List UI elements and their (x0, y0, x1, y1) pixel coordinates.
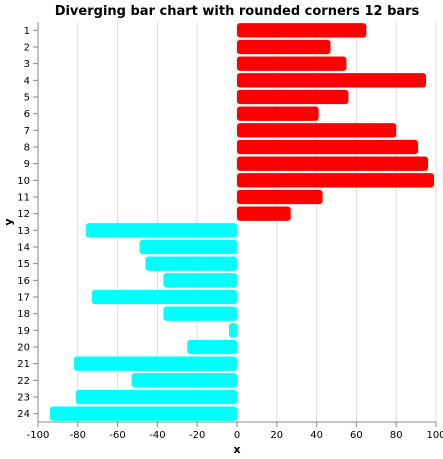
bar (131, 373, 237, 388)
y-tick-label: 4 (24, 76, 30, 87)
bar (145, 256, 237, 271)
y-tick-label: 2 (24, 43, 30, 54)
y-tick-label: 14 (17, 243, 30, 254)
bar (237, 89, 349, 105)
y-tick-label: 9 (24, 159, 30, 170)
bar-layer (49, 23, 435, 421)
bar (237, 23, 367, 38)
y-tick-label: 17 (17, 293, 30, 304)
bar (237, 106, 319, 121)
y-tick-label: 21 (17, 359, 30, 370)
bar (75, 389, 237, 405)
y-tick-label: 18 (17, 309, 30, 320)
y-tick-label: 1 (24, 26, 30, 37)
bar (237, 123, 397, 138)
bar (237, 56, 347, 71)
bar (229, 323, 237, 338)
bar (163, 306, 237, 321)
x-tick-label: -40 (149, 430, 165, 441)
chart-title: Diverging bar chart with rounded corners… (55, 4, 420, 19)
x-axis-label: x (233, 443, 240, 456)
y-tick-label: 20 (17, 343, 30, 354)
bar (73, 356, 237, 371)
y-tick-label: 22 (17, 376, 30, 387)
x-tick-label: -60 (109, 430, 125, 441)
grid-layer (37, 22, 437, 422)
y-tick-label: 23 (17, 393, 30, 404)
x-tick-label: 100 (426, 430, 443, 441)
bar (237, 39, 331, 55)
y-tick-label: 3 (24, 59, 30, 70)
y-tick-label: 6 (24, 109, 30, 120)
x-tick-label: 0 (234, 430, 240, 441)
x-tick-label: -100 (27, 430, 50, 441)
y-tick-label: 11 (17, 193, 30, 204)
x-tick-label: 40 (310, 430, 323, 441)
bar (237, 156, 429, 171)
x-tick-label: -80 (70, 430, 86, 441)
bar (187, 339, 237, 355)
bar (237, 73, 427, 88)
bar (237, 173, 435, 188)
y-tick-label: 12 (17, 209, 30, 220)
y-axis-label: y (2, 218, 15, 225)
y-tick-label: 10 (17, 176, 30, 187)
x-tick-label: 60 (350, 430, 363, 441)
y-tick-label: 7 (24, 126, 30, 137)
x-tick-label: -20 (189, 430, 205, 441)
y-tick-label: 24 (17, 409, 30, 420)
y-tick-label: 15 (17, 259, 30, 270)
bar (163, 273, 237, 288)
bar (49, 406, 237, 421)
bar (237, 139, 419, 155)
bar (237, 206, 291, 221)
y-tick-label: 8 (24, 143, 30, 154)
y-tick-label: 5 (24, 93, 30, 104)
axis-layer: -100 -80 -60 -40 -20 0 20 40 60 80 100123456789101… (17, 22, 443, 441)
y-tick-label: 16 (17, 276, 30, 287)
y-tick-label: 13 (17, 226, 30, 237)
x-tick-label: 20 (270, 430, 283, 441)
y-tick-label: 19 (17, 326, 30, 337)
bar (139, 239, 237, 255)
bar (237, 189, 323, 205)
bar (91, 289, 237, 305)
bar (85, 223, 237, 238)
x-tick-label: 80 (390, 430, 403, 441)
